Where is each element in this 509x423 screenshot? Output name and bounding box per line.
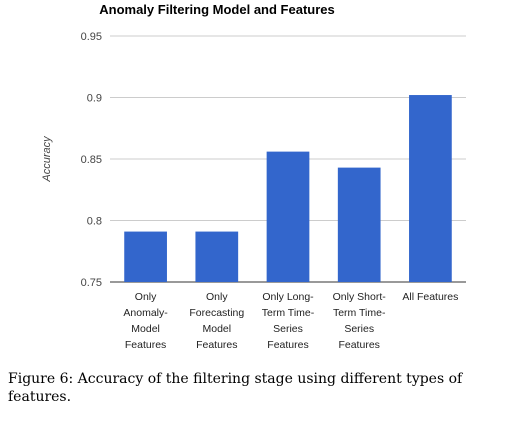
chart: Anomaly Filtering Model and Features Acc… — [41, 2, 466, 351]
category-labels: Only Anomaly-Model Features Only Forecasting… — [123, 291, 458, 351]
category-label: Only Anomaly-Model Features — [123, 291, 168, 351]
category-label: Only Forecasting Model Features — [189, 291, 244, 351]
bar — [337, 167, 381, 282]
bars — [124, 95, 452, 282]
category-label: Only Short-Term Time-Series Features — [333, 291, 387, 351]
chart-title: Anomaly Filtering Model and Features — [99, 2, 334, 17]
y-tick-labels: 0.75 0.8 0.85 0.9 0.95 — [81, 31, 102, 289]
category-label: All Features — [402, 291, 458, 303]
y-tick-label: 0.85 — [81, 154, 102, 166]
y-axis-label: Accuracy — [41, 135, 53, 183]
y-tick-label: 0.95 — [81, 31, 102, 43]
figure-caption: Figure 6: Accuracy of the filtering stag… — [8, 371, 463, 405]
category-label: Only Long-Term Time-Series Features — [262, 291, 315, 351]
y-tick-label: 0.9 — [87, 93, 102, 105]
bar — [195, 231, 239, 282]
bar — [409, 95, 452, 282]
bar — [266, 151, 310, 282]
y-tick-label: 0.8 — [87, 216, 102, 228]
bar — [124, 231, 167, 282]
y-tick-label: 0.75 — [81, 277, 102, 289]
